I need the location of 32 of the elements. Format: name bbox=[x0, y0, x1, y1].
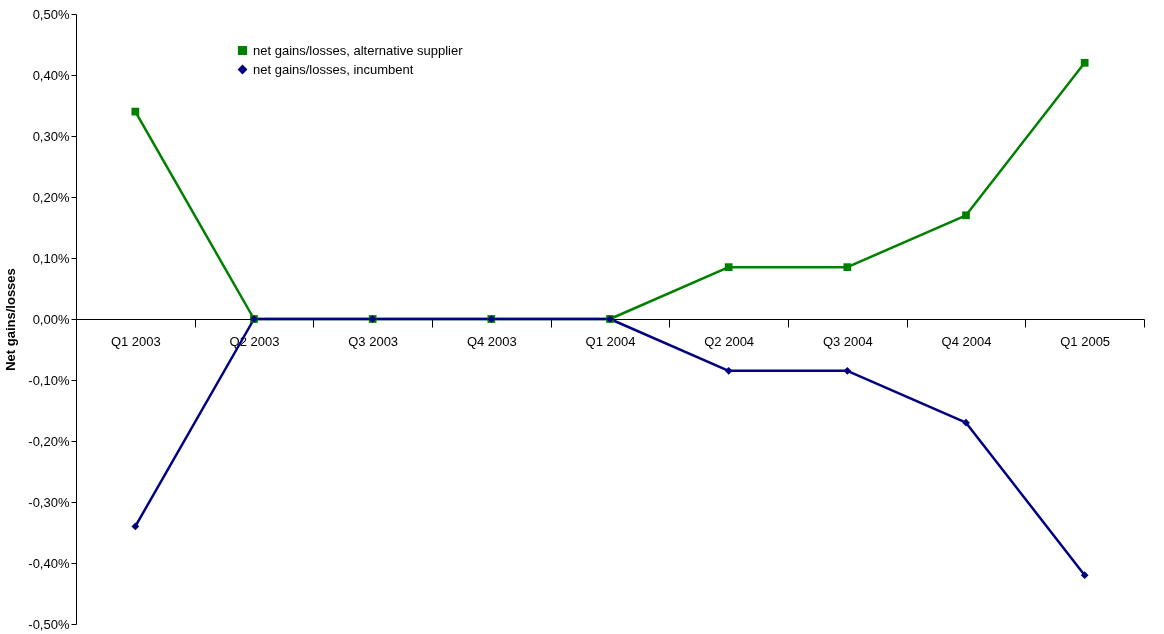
y-tick-label: 0,00% bbox=[32, 311, 70, 327]
x-tick-label: Q1 2003 bbox=[110, 333, 161, 349]
legend-label: net gains/losses, incumbent bbox=[253, 61, 414, 77]
x-tick-label: Q4 2004 bbox=[941, 333, 992, 349]
y-tick-label: 0,50% bbox=[32, 6, 70, 22]
x-tick-label: Q1 2004 bbox=[585, 333, 636, 349]
point bbox=[131, 107, 140, 116]
point bbox=[131, 522, 140, 531]
y-tick-label: 0,10% bbox=[32, 250, 70, 266]
x-tick-label: Q4 2003 bbox=[466, 333, 517, 349]
y-tick-label: -0,50% bbox=[28, 616, 70, 632]
x-tick-label: Q2 2004 bbox=[704, 333, 755, 349]
point bbox=[962, 211, 970, 220]
x-tick-label: Q3 2003 bbox=[348, 333, 399, 349]
point bbox=[962, 418, 970, 427]
point bbox=[1080, 58, 1089, 67]
y-tick-label: -0,10% bbox=[28, 372, 70, 388]
x-tick-label: Q1 2005 bbox=[1060, 333, 1111, 349]
y-tick-label: 0,20% bbox=[32, 189, 70, 205]
x-tick-label: Q3 2004 bbox=[822, 333, 873, 349]
point bbox=[724, 366, 733, 375]
point bbox=[1080, 571, 1089, 580]
y-axis-title: Net gains/losses bbox=[3, 268, 19, 371]
y-tick-label: -0,20% bbox=[28, 433, 70, 449]
legend-label: net gains/losses, alternative supplier bbox=[253, 42, 464, 58]
point bbox=[843, 366, 852, 375]
y-tick-label: -0,30% bbox=[28, 494, 70, 510]
y-tick-label: -0,40% bbox=[28, 555, 70, 571]
point bbox=[724, 263, 733, 272]
y-tick-label: 0,30% bbox=[32, 128, 70, 144]
point bbox=[843, 263, 852, 272]
y-tick-label: 0,40% bbox=[32, 67, 70, 83]
